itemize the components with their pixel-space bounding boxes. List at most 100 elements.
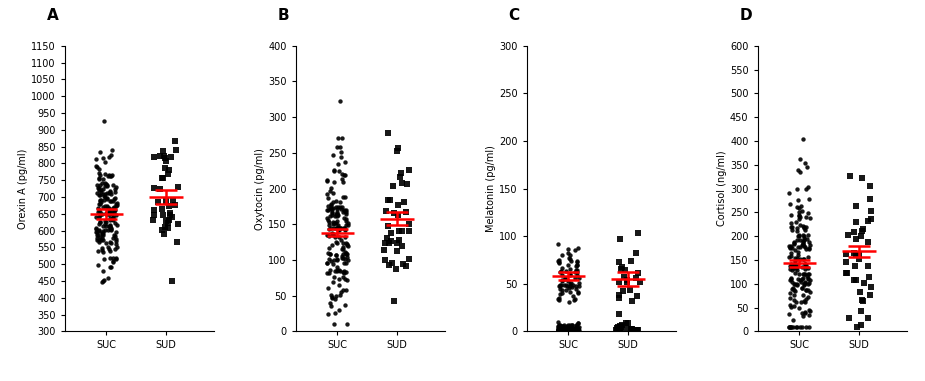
- Point: [329, 225, 344, 231]
- Point: [790, 252, 805, 258]
- Point: [337, 207, 352, 213]
- Point: [796, 313, 810, 319]
- Point: [551, 327, 566, 333]
- Point: [92, 185, 106, 191]
- Point: [797, 244, 812, 250]
- Point: [561, 299, 576, 306]
- Point: [793, 156, 808, 162]
- Point: [103, 199, 117, 205]
- Point: [553, 326, 568, 332]
- Point: [784, 264, 799, 271]
- Point: [109, 184, 124, 190]
- Point: [786, 303, 801, 309]
- Point: [796, 271, 810, 277]
- Point: [328, 251, 343, 258]
- Point: [853, 322, 868, 328]
- Point: [561, 278, 575, 284]
- Point: [381, 197, 396, 203]
- Point: [624, 326, 639, 332]
- Point: [323, 205, 338, 211]
- Point: [800, 184, 815, 190]
- Point: [786, 317, 801, 323]
- Point: [320, 285, 335, 291]
- Point: [569, 262, 584, 268]
- Point: [334, 149, 349, 155]
- Point: [339, 269, 353, 275]
- Point: [791, 166, 806, 173]
- Point: [792, 232, 807, 238]
- Point: [554, 282, 569, 288]
- Point: [389, 147, 404, 154]
- Point: [336, 287, 351, 293]
- Point: [328, 211, 343, 217]
- Point: [155, 174, 170, 181]
- Point: [108, 212, 123, 218]
- Point: [793, 243, 808, 250]
- Point: [325, 208, 339, 215]
- Point: [562, 326, 577, 332]
- Point: [96, 193, 111, 199]
- Point: [330, 257, 345, 263]
- Point: [397, 199, 412, 205]
- Point: [336, 269, 351, 275]
- Point: [785, 265, 800, 271]
- Point: [798, 214, 813, 220]
- Point: [783, 290, 797, 296]
- Point: [89, 229, 104, 235]
- Point: [562, 322, 577, 328]
- Point: [94, 247, 109, 253]
- Point: [550, 241, 565, 247]
- Point: [562, 266, 577, 272]
- Point: [91, 205, 105, 211]
- Y-axis label: Oxytocin (pg/ml): Oxytocin (pg/ml): [255, 148, 265, 229]
- Point: [92, 149, 107, 155]
- Point: [609, 327, 623, 333]
- Point: [108, 256, 123, 262]
- Point: [572, 327, 586, 333]
- Point: [783, 263, 797, 269]
- Point: [103, 239, 117, 245]
- Point: [564, 325, 579, 331]
- Point: [104, 227, 118, 233]
- Point: [783, 295, 797, 301]
- Point: [569, 327, 584, 333]
- Point: [848, 236, 863, 242]
- Point: [802, 308, 817, 314]
- Point: [611, 259, 626, 265]
- Point: [559, 282, 574, 288]
- Point: [380, 235, 395, 241]
- Point: [334, 176, 349, 182]
- Point: [103, 216, 117, 223]
- Point: [790, 233, 805, 239]
- Point: [108, 195, 123, 201]
- Point: [563, 328, 578, 334]
- Point: [801, 307, 816, 314]
- Point: [559, 325, 574, 331]
- Point: [92, 227, 106, 233]
- Point: [340, 321, 355, 327]
- Point: [797, 280, 812, 286]
- Point: [326, 261, 340, 267]
- Point: [159, 198, 174, 204]
- Point: [401, 228, 416, 234]
- Point: [787, 288, 802, 294]
- Point: [165, 279, 179, 285]
- Point: [107, 207, 122, 213]
- Point: [146, 186, 161, 192]
- Point: [799, 246, 814, 252]
- Point: [795, 323, 809, 330]
- Point: [556, 327, 571, 333]
- Point: [783, 245, 798, 251]
- Point: [572, 275, 586, 282]
- Point: [92, 176, 106, 182]
- Point: [569, 325, 584, 331]
- Point: [568, 296, 583, 302]
- Point: [566, 326, 581, 332]
- Point: [551, 322, 566, 328]
- Point: [399, 263, 413, 269]
- Point: [333, 292, 348, 298]
- Point: [335, 253, 350, 259]
- Point: [97, 171, 112, 177]
- Point: [571, 290, 586, 296]
- Point: [107, 219, 122, 226]
